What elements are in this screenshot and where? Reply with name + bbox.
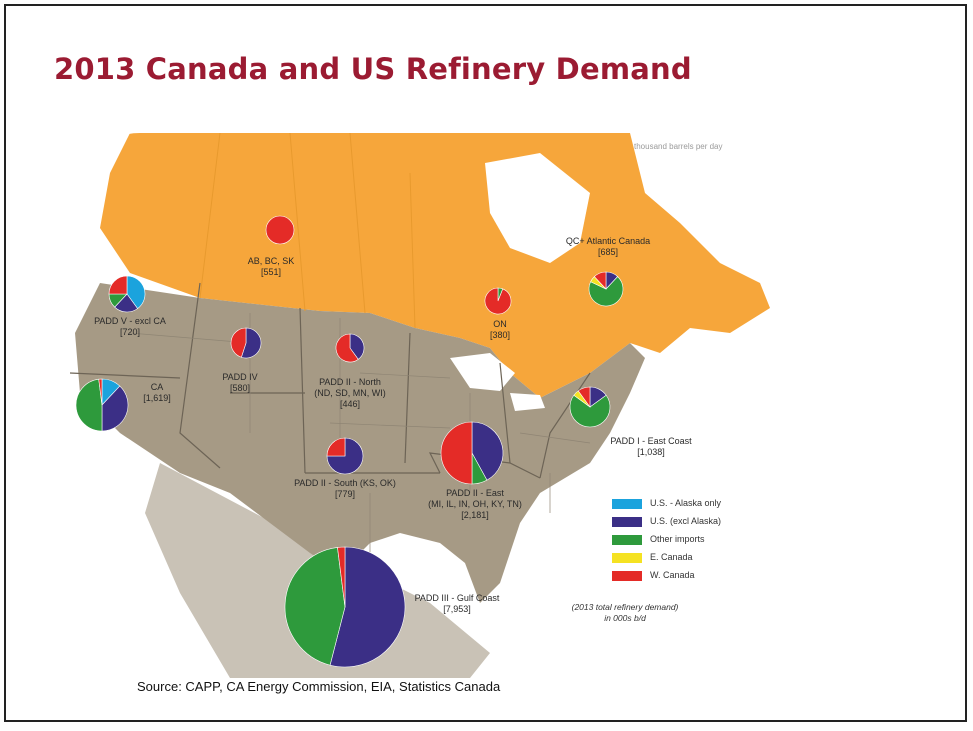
region-value: [580] [229, 383, 251, 393]
region-name: PADD V - excl CA [94, 316, 166, 326]
label-padd-ii-north: PADD II - North (ND, SD, MN, WI) [446] [300, 377, 400, 410]
label-ab-bc-sk: AB, BC, SK [551] [238, 256, 304, 278]
legend-item: E. Canada [600, 551, 740, 569]
region-value: [2,181] [461, 510, 489, 520]
padd-boundaries [70, 282, 591, 479]
label-qc-atlantic: QC+ Atlantic Canada [685] [548, 236, 668, 258]
region-name: CA [150, 382, 164, 392]
legend-swatch-w-canada [612, 571, 642, 581]
legend-swatch-other-imports [612, 535, 642, 545]
legend-item: W. Canada [600, 569, 740, 587]
legend: U.S. - Alaska only U.S. (excl Alaska) Ot… [600, 497, 740, 587]
region-detail: (ND, SD, MN, WI) [314, 388, 386, 398]
legend-item: Other imports [600, 533, 740, 551]
legend-swatch-e-canada [612, 553, 642, 563]
region-name: AB, BC, SK [247, 256, 295, 266]
legend-label: U.S. (excl Alaska) [650, 516, 722, 526]
label-padd-iii: PADD III - Gulf Coast [7,953] [397, 593, 517, 615]
legend-item: U.S. - Alaska only [600, 497, 740, 515]
canada-landmass [100, 133, 770, 398]
legend-label: U.S. - Alaska only [650, 498, 722, 508]
region-detail: (MI, IL, IN, OH, KY, TN) [428, 499, 522, 509]
region-name: ON [493, 319, 507, 329]
region-value: [1,038] [637, 447, 665, 457]
region-name: PADD III - Gulf Coast [414, 593, 500, 603]
legend-label: E. Canada [650, 552, 693, 562]
region-name: PADD II - South (KS, OK) [294, 478, 396, 488]
label-ca: CA [1,619] [132, 382, 182, 404]
region-name: QC+ Atlantic Canada [565, 236, 651, 246]
hudson-bay [485, 153, 590, 263]
region-value: [1,619] [143, 393, 171, 403]
label-padd-iv: PADD IV [580] [215, 372, 265, 394]
slide-title: 2013 Canada and US Refinery Demand [54, 52, 692, 86]
label-on: ON [380] [480, 319, 520, 341]
region-value: [380] [489, 330, 511, 340]
legend-item: U.S. (excl Alaska) [600, 515, 740, 533]
legend-label: Other imports [650, 534, 705, 544]
label-padd-i: PADD I - East Coast [1,038] [596, 436, 706, 458]
region-value: [720] [119, 327, 141, 337]
region-name: PADD II - East [446, 488, 504, 498]
region-value: [779] [334, 489, 356, 499]
source-citation: Source: CAPP, CA Energy Commission, EIA,… [137, 679, 501, 694]
unit-note: thousand barrels per day [634, 142, 723, 151]
region-name: PADD I - East Coast [610, 436, 692, 446]
region-name: PADD IV [222, 372, 258, 382]
legend-swatch-us-excl-alaska [612, 517, 642, 527]
region-value: [7,953] [443, 604, 471, 614]
label-padd-v: PADD V - excl CA [720] [80, 316, 180, 338]
region-value: [551] [260, 267, 282, 277]
legend-swatch-alaska [612, 499, 642, 509]
label-padd-ii-east: PADD II - East (MI, IL, IN, OH, KY, TN) [2… [410, 488, 540, 521]
region-value: [685] [597, 247, 619, 257]
great-lakes [450, 353, 545, 411]
note-line-2: in 000s b/d [604, 613, 646, 623]
legend-label: W. Canada [650, 570, 695, 580]
region-value: [446] [339, 399, 361, 409]
province-lines [199, 133, 416, 329]
label-padd-ii-south: PADD II - South (KS, OK) [779] [280, 478, 410, 500]
note-line-1: (2013 total refinery demand) [571, 602, 679, 612]
demand-note: (2013 total refinery demand) in 000s b/d [560, 602, 690, 624]
region-name: PADD II - North [319, 377, 381, 387]
